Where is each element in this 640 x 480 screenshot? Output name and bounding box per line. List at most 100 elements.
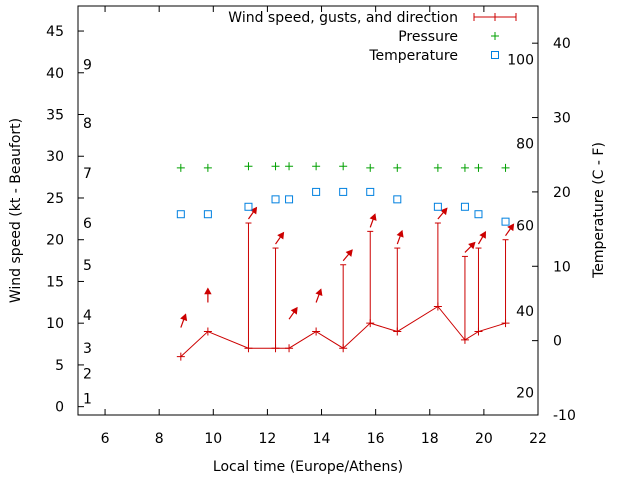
wind-direction-arrowhead — [290, 306, 298, 315]
wind-speed-point — [474, 327, 483, 336]
temperature-point — [176, 210, 185, 219]
wind-direction-arrowhead — [369, 213, 377, 221]
pressure-point — [393, 163, 402, 172]
axes: 6 8 10 12 14 16 18 20 22051015202530354045-10010… — [46, 5, 576, 447]
pressure-point — [339, 162, 348, 171]
wind-speed-point — [203, 327, 212, 336]
beaufort-label: 5 — [83, 258, 92, 274]
pressure-point — [176, 163, 185, 172]
temperature-point — [433, 202, 442, 211]
temperature-point — [474, 210, 483, 219]
pressure-point — [433, 163, 442, 172]
wind-direction-arrowhead — [315, 288, 323, 297]
y2-tick-label: 10 — [553, 259, 571, 275]
y-axis-label: Wind speed (kt - Beaufort) — [8, 118, 24, 303]
x-tick-label: 14 — [313, 431, 331, 447]
y-tick-label: 45 — [46, 24, 64, 40]
x-tick-label: 8 — [155, 431, 164, 447]
data-marks — [176, 162, 515, 361]
wind-direction-arrowhead — [277, 231, 285, 240]
wind-speed-point — [244, 344, 253, 353]
temperature-point — [271, 195, 280, 204]
fahrenheit-label: 60 — [516, 218, 534, 234]
wind-speed-point — [285, 344, 294, 353]
pressure-point — [460, 163, 469, 172]
pressure-point — [203, 163, 212, 172]
wind-speed-point — [393, 327, 402, 336]
pressure-point — [312, 162, 321, 171]
y-tick-label: 20 — [46, 233, 64, 249]
y-tick-label: 10 — [46, 316, 64, 332]
y-tick-label: 0 — [55, 400, 64, 416]
plot-frame — [77, 5, 539, 416]
wind-direction-arrowhead — [440, 207, 448, 216]
wind-speed-point — [433, 302, 442, 311]
wind-speed-point — [366, 319, 375, 328]
fahrenheit-label: 100 — [507, 53, 534, 69]
wind-speed-point — [501, 319, 510, 328]
y2-tick-label: 40 — [553, 36, 571, 52]
temperature-point — [285, 195, 294, 204]
beaufort-label: 7 — [83, 166, 92, 182]
pressure-point — [474, 163, 483, 172]
temperature-point — [460, 202, 469, 211]
wind-direction-arrowhead — [468, 241, 476, 250]
legend-label-pressure: Pressure — [398, 29, 458, 45]
x-tick-label: 20 — [475, 431, 493, 447]
temperature-point — [203, 210, 212, 219]
legend-label-temperature: Temperature — [368, 48, 458, 64]
wind-speed-point — [312, 327, 321, 336]
wind-direction-arrowhead — [180, 313, 188, 322]
y-tick-label: 35 — [46, 108, 64, 124]
y2-tick-label: 30 — [553, 111, 571, 127]
beaufort-label: 8 — [83, 116, 92, 132]
beaufort-label: 4 — [83, 308, 92, 324]
temperature-point — [339, 187, 348, 196]
y-tick-label: 5 — [55, 358, 64, 374]
beaufort-label: 6 — [83, 216, 92, 232]
y2-tick-label: 0 — [553, 334, 562, 350]
beaufort-label: 9 — [83, 57, 92, 73]
y2-tick-label: -10 — [553, 408, 576, 424]
x-tick-label: 6 — [101, 431, 110, 447]
legend-swatch-temperature — [491, 51, 499, 59]
temperature-point — [244, 202, 253, 211]
x-tick-label: 10 — [204, 431, 222, 447]
y-tick-label: 30 — [46, 149, 64, 165]
beaufort-label: 3 — [83, 341, 92, 357]
wind-direction-arrowhead — [250, 206, 258, 215]
fahrenheit-label: 20 — [516, 386, 534, 402]
beaufort-label: 1 — [83, 391, 92, 407]
temperature-point — [393, 195, 402, 204]
wind-direction-arrowhead — [345, 249, 353, 257]
wind-speed-point — [460, 335, 469, 344]
fahrenheit-label: 40 — [516, 304, 534, 320]
wind-speed-point — [271, 344, 280, 353]
beaufort-label: 2 — [83, 366, 92, 382]
wind-direction-arrowhead — [396, 229, 404, 238]
wind-speed-point — [176, 352, 185, 361]
wind-direction-arrowhead — [204, 287, 212, 295]
x-axis-label: Local time (Europe/Athens) — [213, 459, 403, 475]
pressure-point — [366, 163, 375, 172]
y2-axis-label: Temperature (C - F) — [591, 142, 607, 279]
temperature-point — [312, 187, 321, 196]
pressure-point — [285, 162, 294, 171]
temperature-point — [366, 187, 375, 196]
x-tick-label: 12 — [258, 431, 276, 447]
x-tick-label: 22 — [529, 431, 547, 447]
legend: Wind speed, gusts, and direction Pressur… — [228, 10, 517, 64]
x-tick-label: 18 — [421, 431, 439, 447]
pressure-point — [244, 162, 253, 171]
y-tick-label: 25 — [46, 191, 64, 207]
wind-speed-point — [339, 344, 348, 353]
wind-direction-arrowhead — [479, 231, 486, 239]
legend-label-wind: Wind speed, gusts, and direction — [228, 10, 458, 26]
temperature-point — [501, 217, 510, 226]
y-tick-label: 40 — [46, 66, 64, 82]
x-tick-label: 16 — [367, 431, 385, 447]
pressure-point — [271, 162, 280, 171]
wind-direction-arrowhead — [507, 223, 515, 232]
pressure-point — [501, 163, 510, 172]
legend-swatch-pressure — [491, 32, 499, 40]
